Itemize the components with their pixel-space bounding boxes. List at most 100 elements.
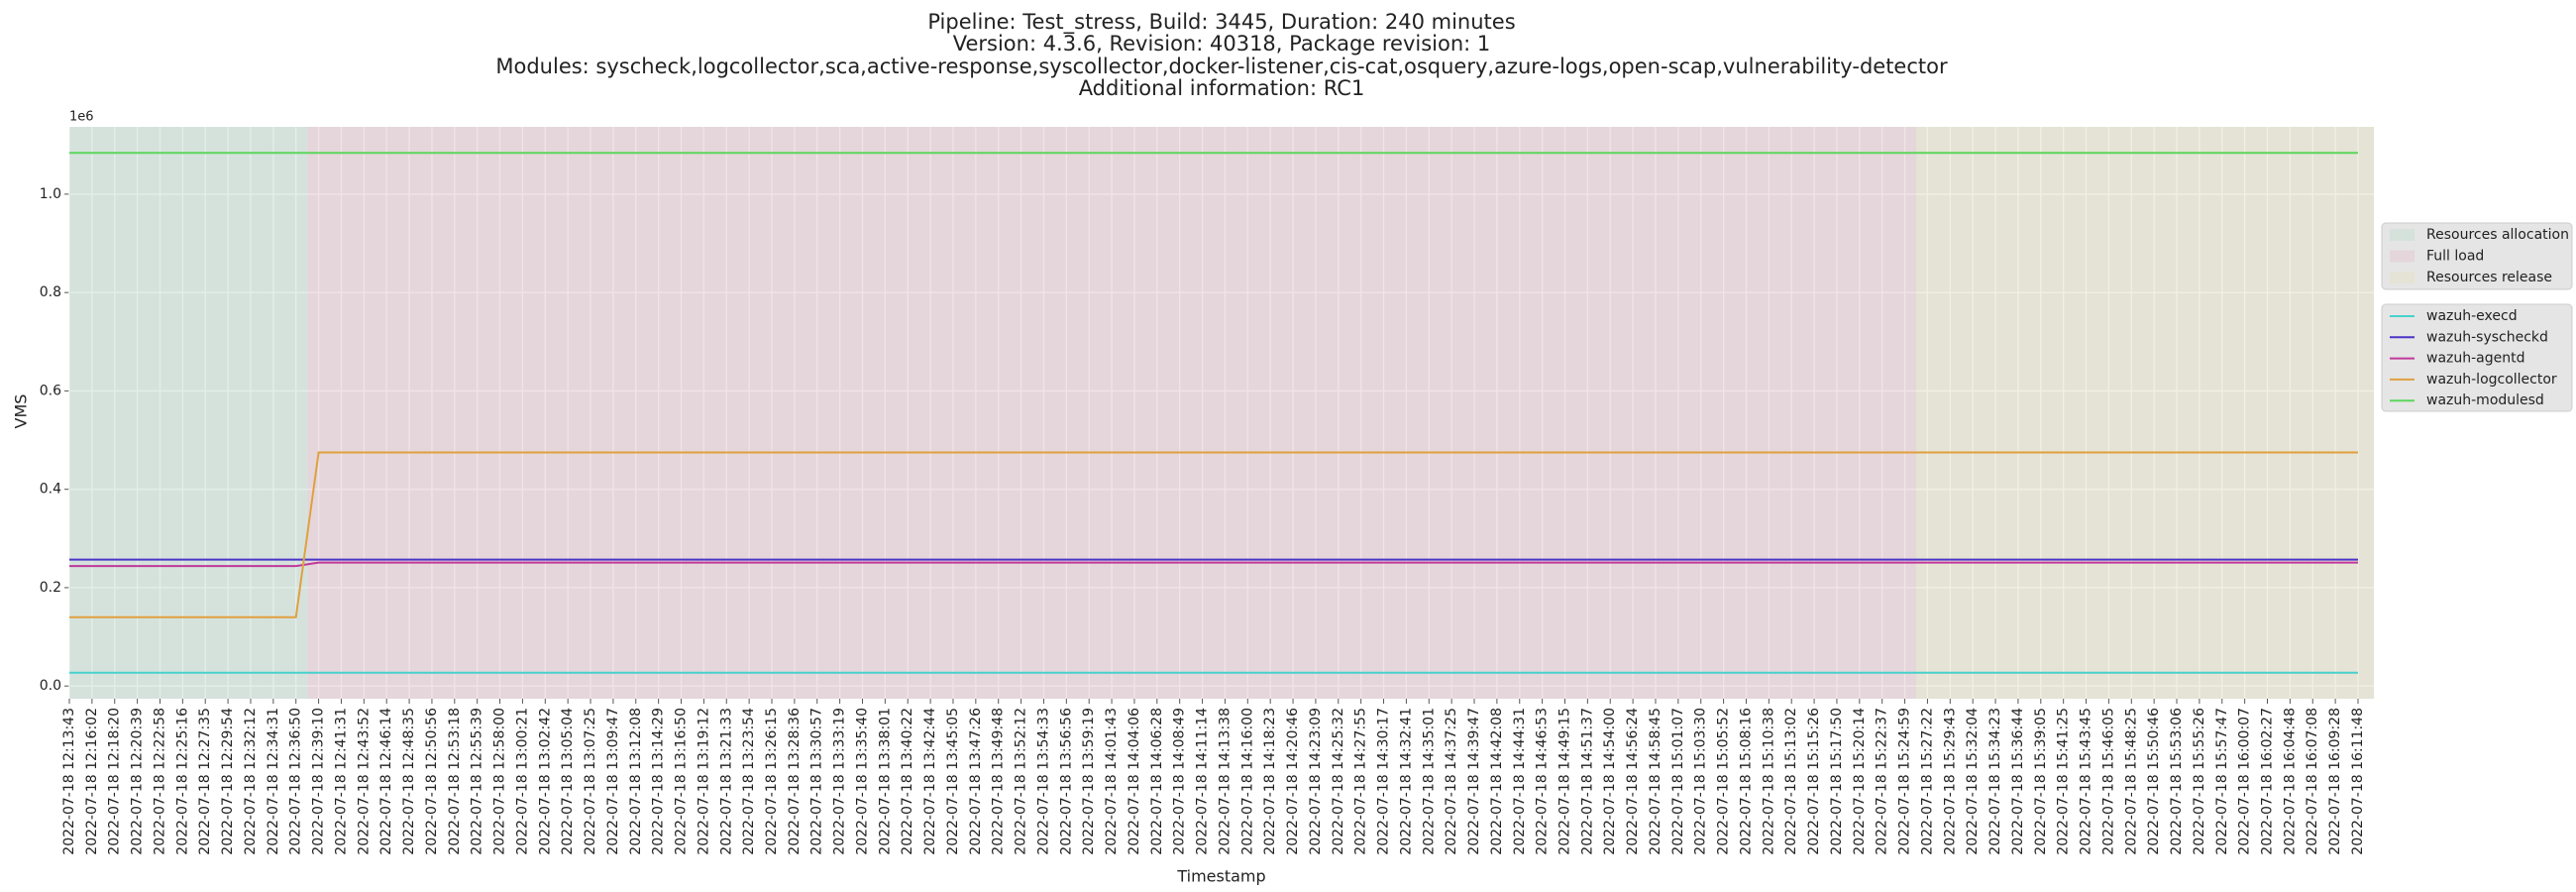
x-tick-label: 2022-07-18 13:07:25 [583,708,598,855]
x-tick-label: 2022-07-18 15:08:16 [1738,708,1754,855]
x-tick-label: 2022-07-18 15:46:05 [2100,708,2116,855]
legend-label: Full load [2426,249,2484,265]
x-tick-label: 2022-07-18 15:55:26 [2192,708,2207,855]
x-tick-label: 2022-07-18 15:20:14 [1852,708,1868,855]
x-tick-label: 2022-07-18 15:41:25 [2056,708,2072,855]
x-tick-label: 2022-07-18 15:53:06 [2169,708,2185,855]
x-tick-label: 2022-07-18 12:16:02 [84,708,100,855]
x-tick-label: 2022-07-18 13:21:33 [718,708,734,855]
x-tick-label: 2022-07-18 12:43:52 [356,708,372,855]
x-tick-label: 2022-07-18 14:16:00 [1239,708,1255,855]
x-tick-label: 2022-07-18 13:26:15 [764,708,780,855]
x-tick-label: 2022-07-18 13:12:08 [628,708,644,855]
x-tick-label: 2022-07-18 13:56:56 [1058,708,1074,855]
x-tick-label: 2022-07-18 13:28:36 [787,708,803,855]
x-tick-label: 2022-07-18 13:59:19 [1081,708,1097,855]
x-tick-label: 2022-07-18 12:34:31 [266,708,281,855]
x-tick-label: 2022-07-18 14:30:17 [1376,708,1392,855]
x-tick-label: 2022-07-18 14:13:38 [1217,708,1233,855]
x-tick-label: 2022-07-18 15:10:38 [1761,708,1776,855]
x-tick-label: 2022-07-18 15:34:23 [1987,708,2003,855]
x-tick-label: 2022-07-18 12:46:14 [378,708,394,855]
legend-box [2381,222,2573,290]
y-tick-label: 0.8 [40,284,61,300]
x-tick-label: 2022-07-18 12:13:43 [61,708,77,855]
legend-swatch [2390,272,2415,283]
x-tick-label: 2022-07-18 15:22:37 [1875,708,1890,855]
x-tick-label: 2022-07-18 16:11:48 [2350,708,2366,855]
y-axis-label: VMS [12,394,31,429]
x-tick-label: 2022-07-18 13:49:48 [991,708,1007,855]
x-tick-label: 2022-07-18 13:35:40 [854,708,870,855]
x-tick-label: 2022-07-18 14:56:24 [1625,708,1641,855]
x-tick-label: 2022-07-18 14:06:28 [1149,708,1165,855]
x-tick-label: 2022-07-18 15:17:50 [1829,708,1845,855]
x-tick-label: 2022-07-18 15:27:22 [1919,708,1935,855]
x-tick-label: 2022-07-18 15:05:52 [1716,708,1732,855]
x-tick-label: 2022-07-18 14:58:45 [1648,708,1664,855]
x-tick-label: 2022-07-18 15:01:07 [1670,708,1686,855]
legend-swatch [2390,250,2415,263]
x-tick-label: 2022-07-18 13:02:42 [537,708,553,855]
x-tick-label: 2022-07-18 16:02:27 [2260,708,2276,855]
x-tick-label: 2022-07-18 12:48:35 [401,708,417,855]
chart-title: Additional information: RC1 [1079,76,1365,100]
x-tick-label: 2022-07-18 12:22:58 [152,708,167,855]
x-tick-label: 2022-07-18 15:29:43 [1942,708,1958,855]
x-tick-label: 2022-07-18 14:08:49 [1172,708,1188,855]
x-tick-label: 2022-07-18 14:20:46 [1285,708,1301,855]
x-tick-label: 2022-07-18 12:53:18 [447,708,463,855]
x-tick-label: 2022-07-18 12:41:31 [333,708,349,855]
region-span [1916,127,2374,699]
y-offset-label: 1e6 [69,110,94,125]
legend-label: Resources allocation [2426,227,2569,243]
x-tick-label: 2022-07-18 14:32:41 [1398,708,1414,855]
x-tick-label: 2022-07-18 12:27:35 [197,708,213,855]
x-tick-label: 2022-07-18 13:09:47 [605,708,621,855]
x-tick-label: 2022-07-18 12:36:50 [288,708,304,855]
x-tick-label: 2022-07-18 14:11:14 [1195,708,1211,855]
x-tick-label: 2022-07-18 15:13:02 [1783,708,1799,855]
legend-label: wazuh-execd [2426,308,2518,324]
legend-box [2381,303,2573,412]
x-tick-label: 2022-07-18 12:32:12 [243,708,259,855]
x-tick-label: 2022-07-18 15:48:25 [2123,708,2139,855]
x-tick-label: 2022-07-18 12:58:00 [492,708,508,855]
legend-label: wazuh-agentd [2426,351,2525,367]
x-tick-label: 2022-07-18 13:05:04 [560,708,576,855]
legend-swatch [2390,229,2415,241]
legend-label: wazuh-syscheckd [2426,329,2548,345]
x-tick-label: 2022-07-18 14:49:15 [1556,708,1572,855]
y-tick-label: 0.4 [40,482,61,498]
x-tick-label: 2022-07-18 12:39:10 [311,708,327,855]
x-tick-label: 2022-07-18 13:23:54 [741,708,757,855]
x-tick-label: 2022-07-18 12:18:20 [107,708,123,855]
x-tick-label: 2022-07-18 13:33:19 [832,708,848,855]
x-tick-label: 2022-07-18 13:54:33 [1035,708,1051,855]
x-tick-label: 2022-07-18 15:36:44 [2010,708,2026,855]
chart-title: Pipeline: Test_stress, Build: 3445, Dura… [927,10,1515,35]
x-tick-label: 2022-07-18 15:15:26 [1806,708,1822,855]
series-line [69,451,2358,618]
x-tick-label: 2022-07-18 12:20:39 [130,708,146,855]
legend-label: wazuh-modulesd [2426,392,2544,408]
x-tick-label: 2022-07-18 14:23:09 [1308,708,1324,855]
x-tick-label: 2022-07-18 14:35:01 [1421,708,1437,855]
legend-label: Resources release [2426,270,2552,285]
x-tick-label: 2022-07-18 13:00:21 [514,708,530,855]
x-tick-label: 2022-07-18 15:39:05 [2033,708,2049,855]
x-tick-label: 2022-07-18 14:44:31 [1512,708,1528,855]
x-tick-label: 2022-07-18 14:39:47 [1466,708,1482,855]
x-tick-label: 2022-07-18 15:43:45 [2079,708,2094,855]
series-line [69,561,2358,568]
x-tick-label: 2022-07-18 16:07:08 [2305,708,2320,855]
x-tick-label: 2022-07-18 15:32:04 [1965,708,1981,855]
x-axis-label: Timestamp [1176,867,1265,886]
x-tick-label: 2022-07-18 15:57:47 [2214,708,2230,855]
x-tick-label: 2022-07-18 13:16:50 [674,708,690,855]
legend-label: wazuh-logcollector [2426,372,2557,388]
x-tick-label: 2022-07-18 16:00:07 [2237,708,2253,855]
x-tick-label: 2022-07-18 13:47:26 [968,708,984,855]
x-tick-label: 2022-07-18 12:50:56 [424,708,440,855]
